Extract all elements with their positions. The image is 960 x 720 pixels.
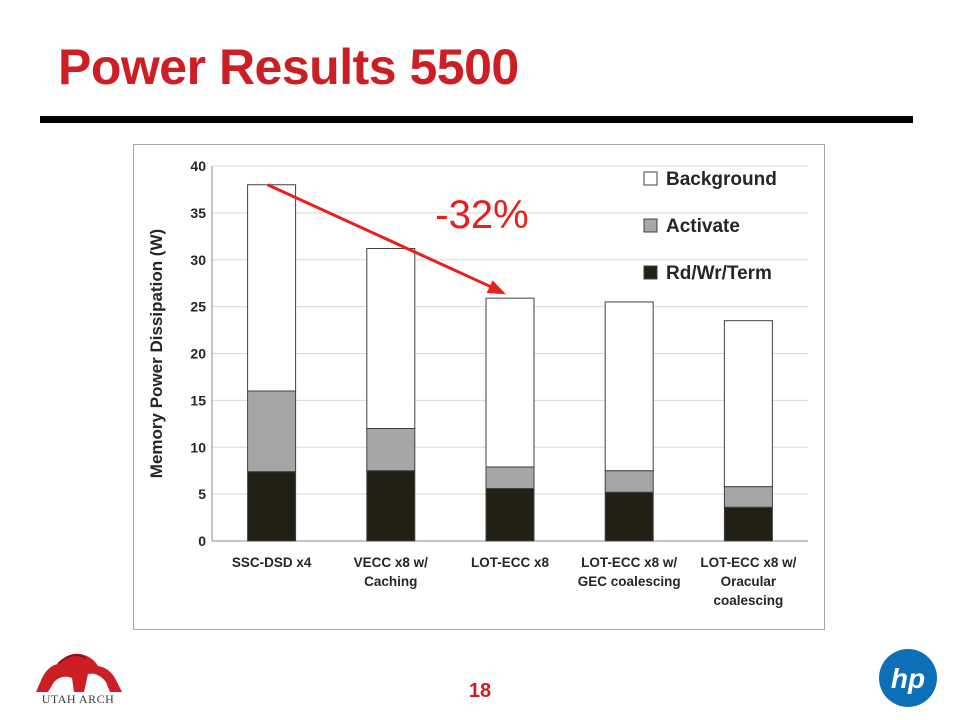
bar-segment [247,184,297,392]
y-axis-title: Memory Power Dissipation (W) [147,229,166,478]
title-divider [40,116,913,123]
x-tick-label: LOT-ECC x8 w/ [581,555,677,570]
x-tick-label: Caching [364,574,417,589]
legend-label: Rd/Wr/Term [666,263,772,284]
slide-title: Power Results 5500 [58,39,519,95]
y-tick-label: 0 [198,533,206,549]
arch-icon [36,653,122,692]
y-tick-label: 5 [198,486,206,502]
bar-segment [247,471,297,542]
legend-swatch [643,218,658,233]
bar-segment [604,470,654,493]
bar-segment [366,428,416,472]
x-tick-label: GEC coalescing [578,574,681,589]
utah-arch-label: UTAH ARCH [41,692,115,706]
bar-segment [604,491,654,542]
legend-swatch [643,265,658,280]
y-tick-label: 25 [190,299,206,315]
y-tick-label: 40 [190,158,206,174]
bar-segment [485,297,535,468]
bar-segment [723,486,773,508]
power-chart: 0 5 10 15 20 25 30 35 40 Memory Power Dissipation… [147,158,808,608]
bar-segment [485,488,535,542]
x-tick-label: VECC x8 w/ [354,555,429,570]
legend-label: Activate [666,216,740,237]
bar-segment [604,301,654,472]
bar-segment [366,248,416,429]
y-tick-label: 10 [190,439,206,455]
annotation-arrow-line [266,183,495,290]
y-tick-label: 20 [190,346,206,362]
y-tick-label: 15 [190,392,206,408]
utah-arch-logo: UTAH ARCH [28,648,128,710]
annotation-arrow-head [486,280,506,295]
y-tick-label: 30 [190,252,206,268]
legend-label: Background [666,169,777,190]
x-tick-label: LOT-ECC x8 [471,555,550,570]
x-tick-label: coalescing [714,593,784,608]
annotation-label: -32% [435,193,528,237]
legend-swatch [643,171,658,186]
hp-logo: hp [878,648,938,708]
bar-segment [723,506,773,542]
hp-logo-text: hp [891,663,925,694]
y-tick-label: 35 [190,205,206,221]
bar-segment [485,466,535,489]
x-tick-label: SSC-DSD x4 [232,555,312,570]
x-tick-label: Oracular [721,574,777,589]
bar-segment [366,470,416,542]
hp-logo-icon: hp [879,649,937,707]
bar-segment [723,320,773,488]
x-tick-label: LOT-ECC x8 w/ [700,555,796,570]
chart-frame: 0 5 10 15 20 25 30 35 40 Memory Power Dissipation… [133,144,825,630]
page-number: 18 [468,680,492,702]
bar-segment [247,390,297,473]
